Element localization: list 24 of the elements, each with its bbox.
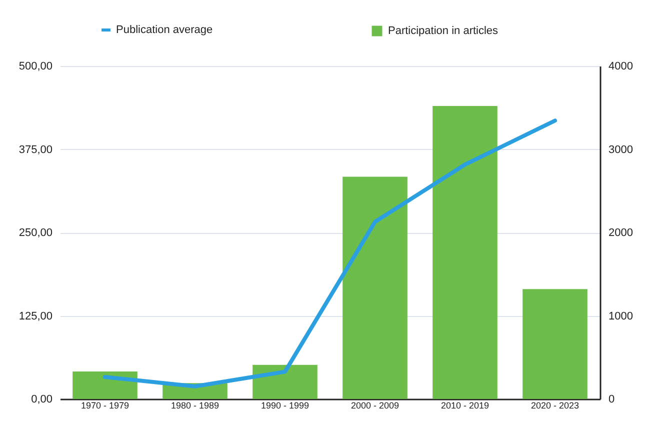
y-tick-label: 500,00 [18, 60, 52, 72]
x-tick-label: 2020 - 2023 [530, 400, 580, 410]
y2-tick-label: 1000 [608, 310, 633, 322]
bar [342, 176, 408, 399]
y-tick-label: 0,00 [31, 394, 52, 406]
x-tick-label: 1980 - 1989 [170, 400, 220, 410]
y2-tick-label: 3000 [608, 144, 633, 156]
y2-tick-label: 2000 [608, 227, 633, 239]
legend-label: Publication average [116, 24, 213, 36]
bar [432, 106, 498, 399]
x-tick-label: 2000 - 2009 [350, 400, 400, 410]
legend-label: Participation in articles [388, 25, 499, 37]
y2-tick-label: 4000 [608, 60, 633, 72]
bar [522, 289, 588, 399]
bar [72, 372, 138, 399]
y2-tick-label: 0 [608, 394, 615, 406]
y-tick-label: 375,00 [18, 144, 52, 156]
bar [252, 364, 318, 399]
x-tick-label: 2010 - 2019 [440, 400, 490, 410]
line-series [103, 118, 557, 388]
x-tick-label: 1990 - 1999 [260, 400, 310, 410]
y-tick-label: 125,00 [18, 310, 52, 322]
y-tick-label: 250,00 [18, 227, 52, 239]
x-tick-label: 1970 - 1979 [80, 400, 130, 410]
